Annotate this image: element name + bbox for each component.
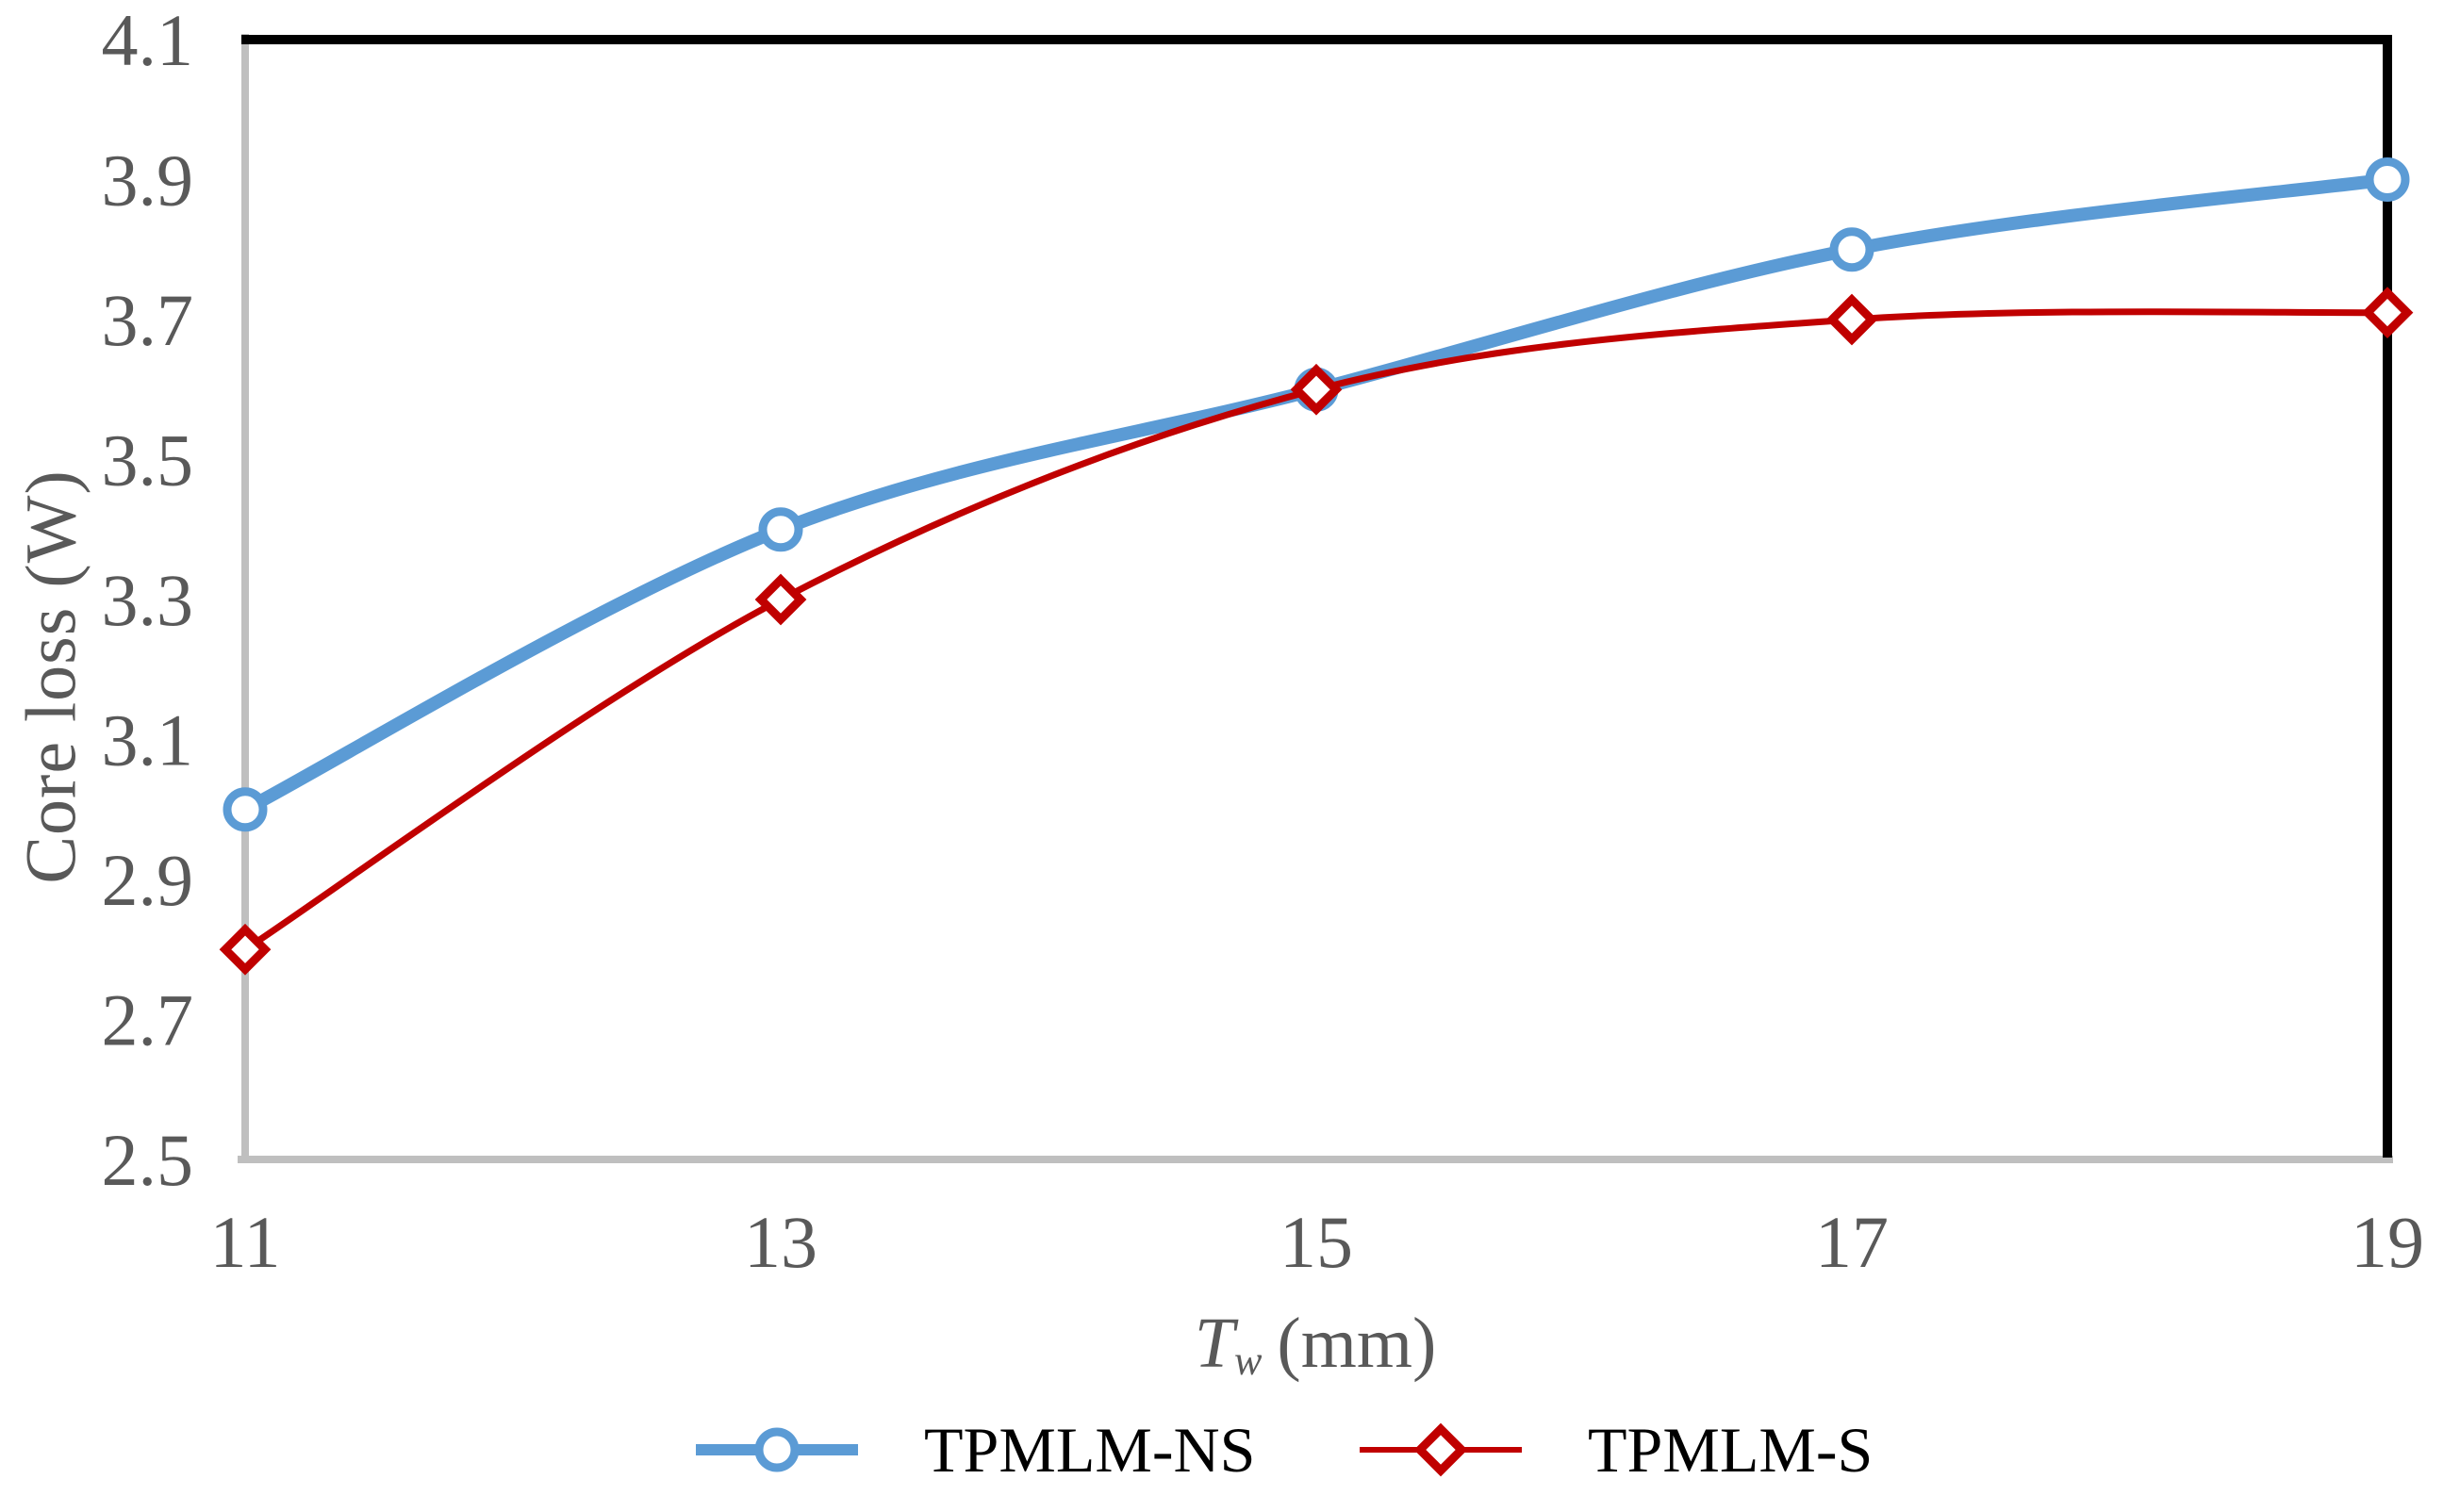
y-tick-label: 3.5 <box>102 419 194 501</box>
y-tick-label: 2.9 <box>102 839 194 921</box>
y-axis-title: Core loss (W) <box>11 469 91 884</box>
series-line-tpmlm-s <box>241 308 2391 953</box>
x-tick-label: 11 <box>209 1201 280 1283</box>
x-axis-title: Tw (mm) <box>1195 1303 1437 1385</box>
y-tick-label: 2.5 <box>102 1119 194 1201</box>
circle-marker-tpmlm-ns <box>758 507 803 552</box>
diamond-marker-tpmlm-s <box>2361 287 2414 338</box>
diamond-marker-tpmlm-s <box>754 573 807 626</box>
circle-marker-tpmlm-ns <box>2365 157 2410 202</box>
diamond-legend-marker-icon <box>1360 1422 1522 1477</box>
legend-item-tpmlm-s: TPMLM-S <box>1360 1410 1873 1489</box>
legend: TPMLM-NS TPMLM-S <box>0 1410 2460 1495</box>
diamond-marker-tpmlm-s <box>1290 363 1343 416</box>
circle-legend-marker-icon <box>696 1427 858 1472</box>
legend-label: TPMLM-S <box>1588 1413 1874 1486</box>
circle-marker-tpmlm-ns <box>223 787 268 832</box>
x-tick-label: 17 <box>1815 1201 1889 1283</box>
y-tick-label: 4.1 <box>102 0 194 81</box>
x-tick-label: 13 <box>744 1201 817 1283</box>
diamond-marker-tpmlm-s <box>1825 293 1878 346</box>
legend-item-tpmlm-ns: TPMLM-NS <box>696 1410 1255 1489</box>
x-tick-label: 15 <box>1280 1201 1353 1283</box>
x-axis-symbol: T <box>1194 1304 1235 1383</box>
y-tick-label: 3.7 <box>102 279 194 361</box>
y-tick-label: 2.7 <box>102 979 194 1061</box>
series-line-tpmlm-ns <box>239 173 2394 816</box>
x-axis-subscript: w <box>1234 1337 1263 1384</box>
circle-marker-tpmlm-ns <box>1829 227 1874 272</box>
x-tick-label: 19 <box>2351 1201 2424 1283</box>
y-tick-label: 3.9 <box>102 140 194 222</box>
y-tick-label: 3.1 <box>102 699 194 781</box>
y-tick-label: 3.3 <box>102 559 194 641</box>
diamond-marker-tpmlm-s <box>219 923 272 976</box>
x-axis-unit: (mm) <box>1277 1304 1437 1383</box>
legend-label: TPMLM-NS <box>924 1413 1256 1486</box>
